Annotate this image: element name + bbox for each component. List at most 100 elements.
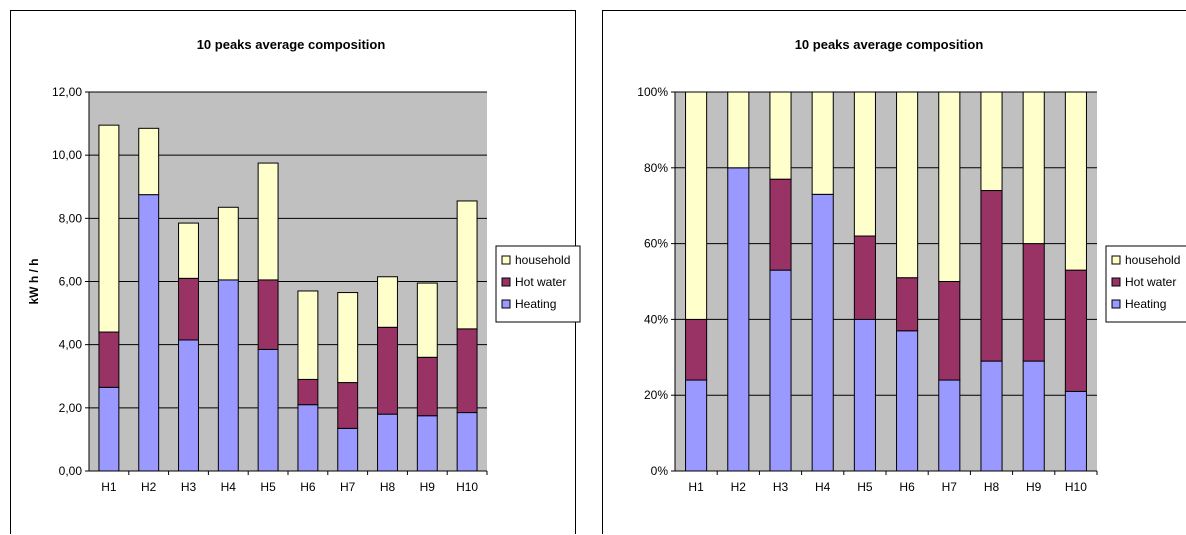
right-x-tick-label: H5 bbox=[857, 480, 873, 494]
right-bar-heating bbox=[1064, 390, 1087, 472]
right-bar-heating bbox=[1022, 360, 1045, 472]
absolute-composition-chart: 10 peaks average composition 0,00 2,00 4,00… bbox=[27, 37, 581, 494]
percent-composition-chart: 10 peaks average composition 0% 20% 40% 60% 8… bbox=[637, 37, 1186, 494]
left-bar-hot-water bbox=[297, 378, 319, 406]
left-bar-hot-water bbox=[178, 277, 199, 341]
right-y-tick-label: 0% bbox=[651, 464, 669, 478]
left-bar-heating bbox=[297, 404, 319, 472]
right-bar-household bbox=[811, 91, 834, 195]
right-bar-household bbox=[1022, 91, 1045, 245]
right-bar-heating bbox=[896, 330, 919, 472]
left-bar-hot-water bbox=[377, 326, 398, 415]
left-bar-hot-water bbox=[456, 328, 478, 414]
right-legend-swatch bbox=[1111, 255, 1121, 265]
left-bar-heating bbox=[456, 412, 478, 472]
left-bar-heating bbox=[138, 194, 160, 472]
right-bar-household bbox=[727, 91, 750, 169]
left-y-tick-label: 6,00 bbox=[59, 275, 83, 289]
left-bar-household bbox=[257, 162, 279, 281]
right-bar-heating bbox=[853, 318, 876, 472]
left-x-tick-label: H9 bbox=[420, 480, 436, 494]
left-bar-hot-water bbox=[337, 382, 359, 429]
left-bar-heating bbox=[98, 386, 120, 472]
right-legend-label: Heating bbox=[1125, 297, 1166, 311]
left-y-tick-label: 10,00 bbox=[52, 148, 82, 162]
right-x-tick-label: H9 bbox=[1026, 480, 1042, 494]
left-bar-hot-water bbox=[416, 356, 438, 417]
left-bar-heating bbox=[178, 339, 199, 472]
left-legend-label: Heating bbox=[515, 297, 556, 311]
left-bar-hot-water bbox=[257, 279, 279, 350]
right-bar-heating bbox=[938, 379, 961, 472]
right-bar-heating bbox=[980, 360, 1003, 472]
left-bar-heating bbox=[416, 415, 438, 472]
left-x-tick-label: H3 bbox=[181, 480, 197, 494]
right-bar-hot-water bbox=[896, 277, 919, 332]
right-bar-hot-water bbox=[1022, 243, 1045, 362]
chart-panel-absolute: 10 peaks average composition 0,00 2,00 4,00… bbox=[10, 10, 581, 534]
right-bar-household bbox=[1064, 91, 1087, 271]
right-bar-household bbox=[938, 91, 961, 282]
right-x-tick-label: H2 bbox=[731, 480, 747, 494]
left-bar-household bbox=[297, 290, 319, 380]
left-x-tick-label: H6 bbox=[300, 480, 316, 494]
right-bar-household bbox=[853, 91, 876, 237]
left-bar-hot-water bbox=[98, 331, 120, 388]
left-bar-household bbox=[416, 282, 438, 358]
left-x-tick-label: H4 bbox=[221, 480, 237, 494]
left-bar-household bbox=[377, 276, 398, 328]
left-bar-household bbox=[337, 292, 359, 384]
right-bar-hot-water bbox=[769, 178, 792, 271]
right-bar-heating bbox=[727, 167, 750, 472]
right-legend-label: household bbox=[1125, 253, 1180, 267]
left-y-tick-label: 8,00 bbox=[59, 211, 83, 225]
left-x-tick-label: H1 bbox=[101, 480, 117, 494]
right-x-tick-label: H7 bbox=[942, 480, 958, 494]
right-bar-hot-water bbox=[980, 190, 1003, 362]
left-bar-household bbox=[138, 127, 160, 196]
right-legend-swatch bbox=[1111, 299, 1121, 309]
left-bar-household bbox=[98, 124, 120, 333]
right-y-tick-label: 100% bbox=[637, 85, 668, 99]
left-legend-swatch bbox=[501, 255, 511, 265]
left-x-tick-label: H5 bbox=[260, 480, 276, 494]
left-legend-label: household bbox=[515, 253, 570, 267]
right-y-tick-label: 20% bbox=[644, 388, 668, 402]
right-y-tick-label: 80% bbox=[644, 161, 668, 175]
right-chart-title: 10 peaks average composition bbox=[795, 37, 984, 52]
left-x-tick-label: H10 bbox=[456, 480, 478, 494]
left-y-tick-label: 2,00 bbox=[59, 401, 83, 415]
right-bar-hot-water bbox=[685, 318, 708, 381]
right-bar-hot-water bbox=[1064, 269, 1087, 392]
right-bar-household bbox=[896, 91, 919, 279]
right-x-tick-label: H6 bbox=[899, 480, 915, 494]
right-legend-swatch bbox=[1111, 277, 1121, 287]
right-x-tick-label: H8 bbox=[984, 480, 1000, 494]
left-y-tick-label: 12,00 bbox=[52, 85, 82, 99]
right-bar-heating bbox=[811, 193, 834, 472]
left-x-tick-label: H2 bbox=[141, 480, 157, 494]
right-bar-household bbox=[769, 91, 792, 180]
left-bar-heating bbox=[257, 348, 279, 472]
right-bar-hot-water bbox=[853, 235, 876, 320]
right-bar-household bbox=[980, 91, 1003, 192]
right-x-tick-label: H4 bbox=[815, 480, 831, 494]
left-legend-swatch bbox=[501, 277, 511, 287]
left-bar-heating bbox=[217, 279, 239, 472]
left-x-tick-label: H8 bbox=[380, 480, 396, 494]
chart-panel-percent: 10 peaks average composition 0% 20% 40% 60% 8… bbox=[602, 10, 1186, 534]
right-legend-label: Hot water bbox=[1125, 275, 1176, 289]
left-legend-label: Hot water bbox=[515, 275, 566, 289]
left-bar-household bbox=[217, 206, 239, 281]
left-y-tick-label: 4,00 bbox=[59, 338, 83, 352]
right-y-tick-label: 40% bbox=[644, 312, 668, 326]
left-y-axis-label: kW h / h bbox=[27, 259, 41, 305]
left-bar-heating bbox=[377, 413, 398, 472]
left-bar-household bbox=[456, 200, 478, 330]
right-x-tick-label: H1 bbox=[688, 480, 704, 494]
right-bar-hot-water bbox=[938, 281, 961, 381]
right-x-tick-label: H10 bbox=[1065, 480, 1087, 494]
right-bar-heating bbox=[685, 379, 708, 472]
left-y-tick-label: 0,00 bbox=[59, 464, 83, 478]
right-x-tick-label: H3 bbox=[773, 480, 789, 494]
